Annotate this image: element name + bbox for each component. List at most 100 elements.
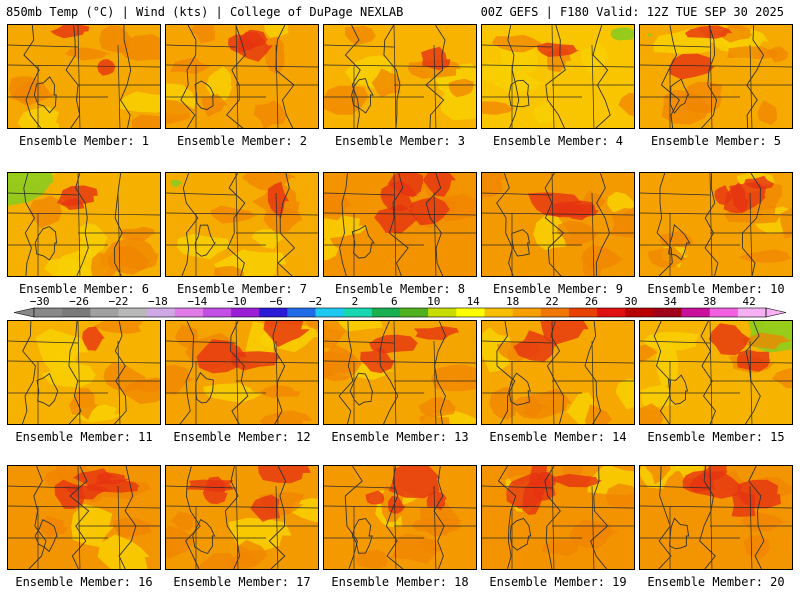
colorbar-swatch [315, 308, 344, 317]
colorbar-tick-label: −14 [187, 295, 207, 308]
ensemble-map-panel [639, 172, 793, 277]
ensemble-map-panel [481, 24, 635, 129]
temperature-colorbar: −30 −26 −22 −18 −14 −10 −6 −2 2 6 10 14 18 22 26 30 34 38… [13, 295, 787, 318]
title-left: 850mb Temp (°C) | Wind (kts) | College o… [6, 5, 404, 19]
ensemble-map-panel [7, 172, 161, 277]
temperature-field-map [640, 25, 792, 128]
colorbar-swatch [568, 308, 598, 317]
colorbar-tick-label: 2 [352, 295, 359, 308]
colorbar-swatch [202, 308, 232, 317]
colorbar-swatch [681, 308, 710, 317]
colorbar-tick-label: −6 [269, 295, 282, 308]
ensemble-map-panel [7, 24, 161, 129]
temperature-field-map [8, 25, 160, 128]
colorbar-swatch [287, 308, 316, 317]
temperature-field-map [166, 173, 318, 276]
temperature-field-map [324, 173, 476, 276]
temperature-field-map [640, 466, 792, 569]
ensemble-member-label: Ensemble Member: 6 [18, 282, 150, 296]
colorbar-tick-label: 14 [467, 295, 481, 308]
temperature-field-map [482, 321, 634, 424]
ensemble-map-panel [481, 320, 635, 425]
colorbar-swatch [90, 308, 119, 317]
ensemble-member-label: Ensemble Member: 8 [334, 282, 466, 296]
colorbar-swatch [709, 308, 739, 317]
temperature-field-map [482, 466, 634, 569]
colorbar-swatch [343, 308, 373, 317]
ensemble-map-panel [323, 172, 477, 277]
colorbar-tick-label: 10 [427, 295, 440, 308]
ensemble-member-label: Ensemble Member: 14 [489, 430, 627, 444]
ensemble-member-label: Ensemble Member: 3 [334, 134, 466, 148]
colorbar-min-arrow [13, 307, 35, 318]
colorbar-tick-label: 6 [391, 295, 398, 308]
ensemble-member-label: Ensemble Member: 18 [331, 575, 469, 589]
colorbar-swatch [146, 308, 176, 317]
colorbar-tick-label: −26 [69, 295, 89, 308]
temperature-field-map [324, 25, 476, 128]
colorbar-swatch [400, 308, 429, 317]
ensemble-map-panel [165, 172, 319, 277]
colorbar-outline [33, 307, 767, 318]
ensemble-member-label: Ensemble Member: 13 [331, 430, 469, 444]
ensemble-member-label: Ensemble Member: 2 [176, 134, 308, 148]
colorbar-swatch [456, 308, 485, 317]
colorbar-swatch [118, 308, 147, 317]
temperature-field-map [482, 25, 634, 128]
ensemble-map-panel [323, 320, 477, 425]
colorbar-swatch [62, 308, 91, 317]
temperature-field-map [166, 25, 318, 128]
temperature-field-map [8, 321, 160, 424]
temperature-field-map [640, 173, 792, 276]
temperature-field-map [324, 321, 476, 424]
colorbar-swatch [512, 308, 542, 317]
ensemble-map-panel [323, 24, 477, 129]
ensemble-member-label: Ensemble Member: 15 [647, 430, 785, 444]
colorbar-tick-label: −22 [109, 295, 129, 308]
colorbar-swatch [653, 308, 682, 317]
temperature-field-map [8, 466, 160, 569]
ensemble-member-label: Ensemble Member: 17 [173, 575, 311, 589]
colorbar-swatch [484, 308, 513, 317]
colorbar-swatch [259, 308, 288, 317]
temperature-field-map [166, 321, 318, 424]
ensemble-map-panel [639, 24, 793, 129]
ensemble-member-label: Ensemble Member: 9 [492, 282, 624, 296]
ensemble-map-panel [7, 465, 161, 570]
ensemble-map-panel [639, 465, 793, 570]
colorbar-tick-label: 30 [624, 295, 637, 308]
temperature-field-map [640, 321, 792, 424]
ensemble-map-panel [639, 320, 793, 425]
colorbar-tick-label: 22 [545, 295, 558, 308]
title-right: 00Z GEFS | F180 Valid: 12Z TUE SEP 30 20… [480, 5, 784, 19]
colorbar-swatch [174, 308, 204, 317]
colorbar-swatch [231, 308, 260, 317]
colorbar-max-arrow [765, 307, 787, 318]
colorbar-tick-label: −30 [30, 295, 50, 308]
temperature-field-map [166, 466, 318, 569]
ensemble-map-panel [165, 24, 319, 129]
ensemble-member-label: Ensemble Member: 16 [15, 575, 153, 589]
temperature-field-map [8, 173, 160, 276]
colorbar-tick-label: 26 [585, 295, 598, 308]
colorbar-swatch [34, 308, 63, 317]
colorbar-swatch [371, 308, 401, 317]
temperature-field-map [482, 173, 634, 276]
colorbar-tick-label: 18 [506, 295, 519, 308]
ensemble-member-label: Ensemble Member: 11 [15, 430, 153, 444]
temperature-field-map [324, 466, 476, 569]
ensemble-map-panel [165, 320, 319, 425]
colorbar-tick-label: 38 [703, 295, 716, 308]
colorbar-swatch [597, 308, 626, 317]
ensemble-map-panel [323, 465, 477, 570]
ensemble-member-label: Ensemble Member: 10 [647, 282, 785, 296]
colorbar-tick-label: 42 [742, 295, 755, 308]
colorbar-tick-label: 34 [664, 295, 678, 308]
ensemble-member-label: Ensemble Member: 5 [650, 134, 782, 148]
colorbar-swatch [625, 308, 654, 317]
colorbar-tick-label: −18 [148, 295, 168, 308]
colorbar-swatch [428, 308, 457, 317]
ensemble-member-label: Ensemble Member: 7 [176, 282, 308, 296]
ensemble-member-label: Ensemble Member: 19 [489, 575, 627, 589]
ensemble-map-panel [481, 465, 635, 570]
